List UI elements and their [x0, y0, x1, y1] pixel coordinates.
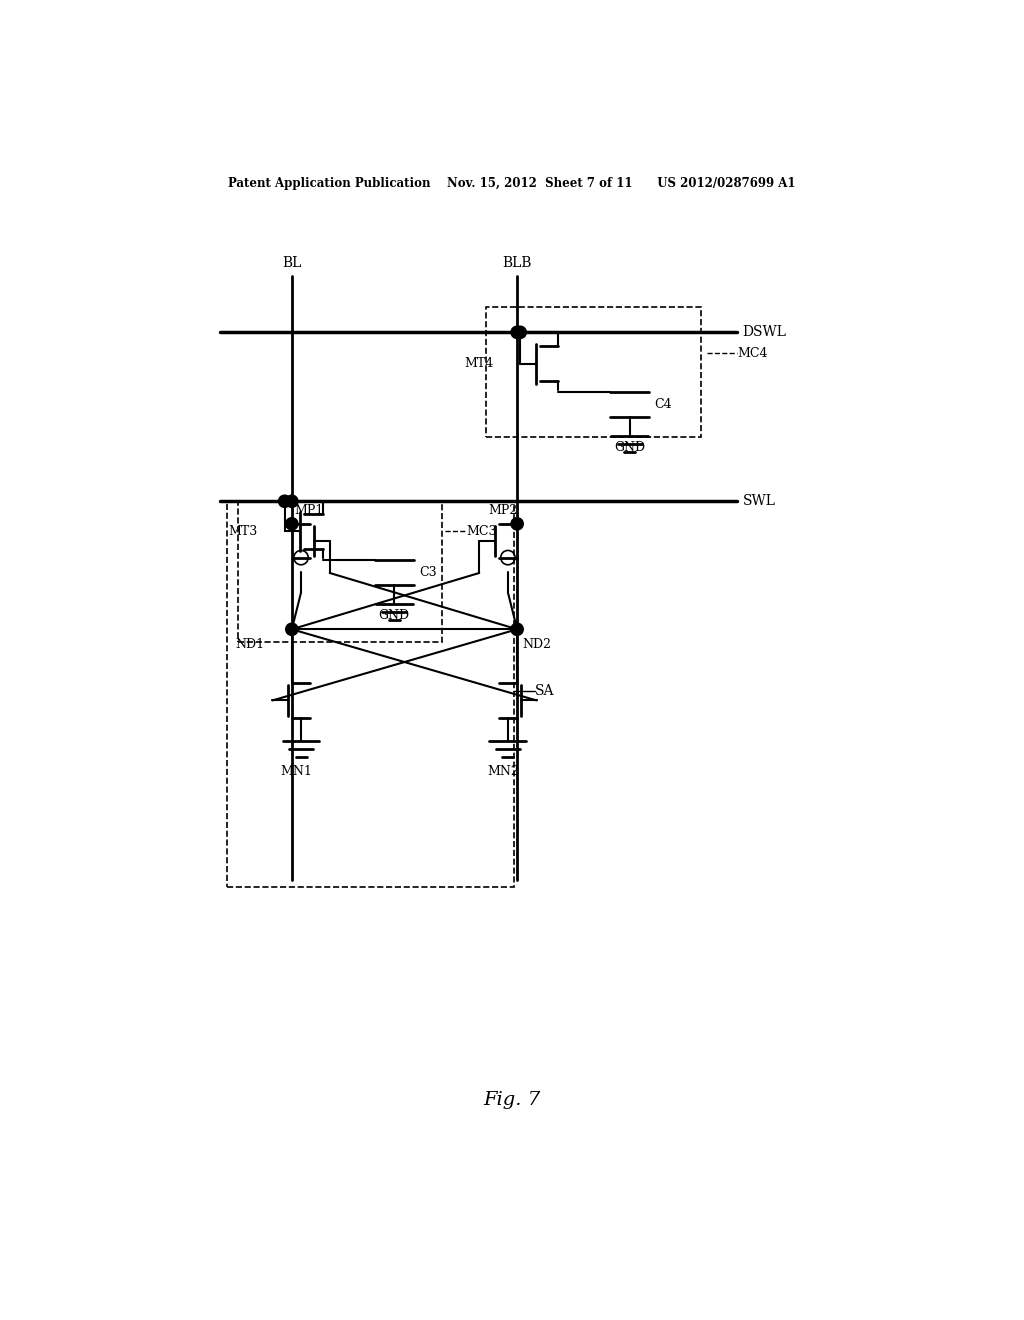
Circle shape: [286, 495, 298, 507]
Text: Fig. 7: Fig. 7: [483, 1092, 541, 1109]
Circle shape: [286, 623, 298, 635]
Text: MT4: MT4: [464, 356, 494, 370]
Circle shape: [511, 623, 523, 635]
Circle shape: [514, 326, 526, 338]
Circle shape: [511, 517, 523, 529]
Circle shape: [279, 495, 291, 507]
Text: MC3: MC3: [466, 525, 497, 539]
Text: Patent Application Publication    Nov. 15, 2012  Sheet 7 of 11      US 2012/0287: Patent Application Publication Nov. 15, …: [228, 177, 796, 190]
Text: C4: C4: [654, 399, 672, 411]
Text: ND2: ND2: [522, 638, 551, 651]
Text: C3: C3: [419, 566, 436, 579]
Text: MT3: MT3: [228, 525, 258, 539]
Text: GND: GND: [379, 609, 410, 622]
Text: BLB: BLB: [503, 256, 531, 269]
Circle shape: [286, 517, 298, 529]
Circle shape: [511, 326, 523, 338]
Text: MC4: MC4: [737, 347, 768, 360]
Text: MN2: MN2: [487, 766, 519, 777]
Text: SWL: SWL: [742, 494, 775, 508]
Text: MN1: MN1: [281, 766, 312, 777]
Text: DSWL: DSWL: [742, 325, 786, 339]
Text: SA: SA: [535, 684, 554, 698]
Text: GND: GND: [614, 441, 645, 454]
Text: MP2: MP2: [488, 504, 518, 517]
Text: ND1: ND1: [236, 638, 264, 651]
Text: BL: BL: [283, 256, 301, 269]
Text: MP1: MP1: [294, 504, 324, 517]
